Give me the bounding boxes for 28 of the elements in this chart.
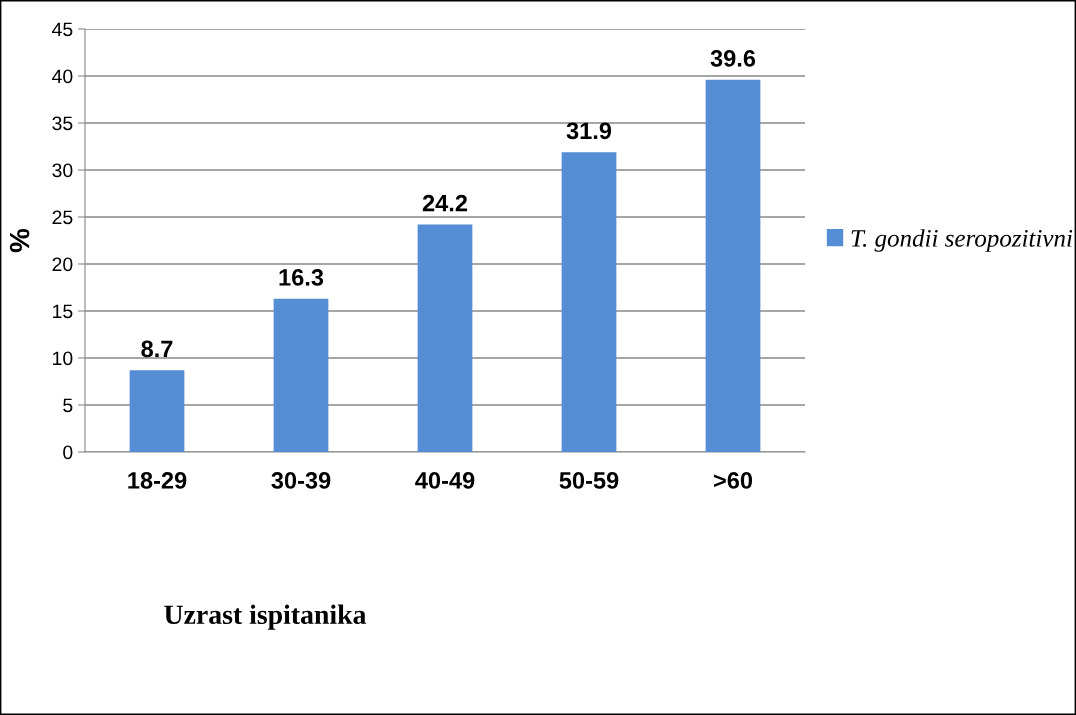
data-label: 8.7 <box>141 340 173 358</box>
legend-label: T. gondii seropozitivni <box>851 229 1073 252</box>
y-tick-label: 15 <box>53 304 73 319</box>
data-label: 39.6 <box>710 50 756 67</box>
x-tick-label: 50-59 <box>559 472 619 489</box>
y-tick-label: 30 <box>52 163 73 178</box>
bar <box>129 370 185 452</box>
bar <box>705 79 761 452</box>
x-axis-title: Uzrast ispitanika <box>164 604 367 630</box>
y-axis-title: % <box>9 228 30 253</box>
x-tick-label: >60 <box>713 472 753 489</box>
y-tick-label: 40 <box>52 69 73 84</box>
bar <box>417 224 473 452</box>
y-tick-label: 5 <box>63 398 73 413</box>
bar <box>561 152 617 452</box>
y-tick-label: 35 <box>52 116 73 131</box>
y-tick-label: 45 <box>52 22 73 37</box>
data-label: 16.3 <box>279 269 324 286</box>
y-tick-label: 10 <box>53 351 73 366</box>
data-label: 24.2 <box>422 194 468 212</box>
x-tick-label: 40-49 <box>415 472 475 489</box>
bar <box>273 298 329 452</box>
y-tick-label: 0 <box>63 445 73 460</box>
y-tick-label: 25 <box>52 210 73 225</box>
y-tick-label: 20 <box>52 257 73 272</box>
x-tick-label: 30-39 <box>271 472 331 489</box>
x-tick-label: 18-29 <box>128 472 187 489</box>
data-label: 31.9 <box>566 122 612 140</box>
